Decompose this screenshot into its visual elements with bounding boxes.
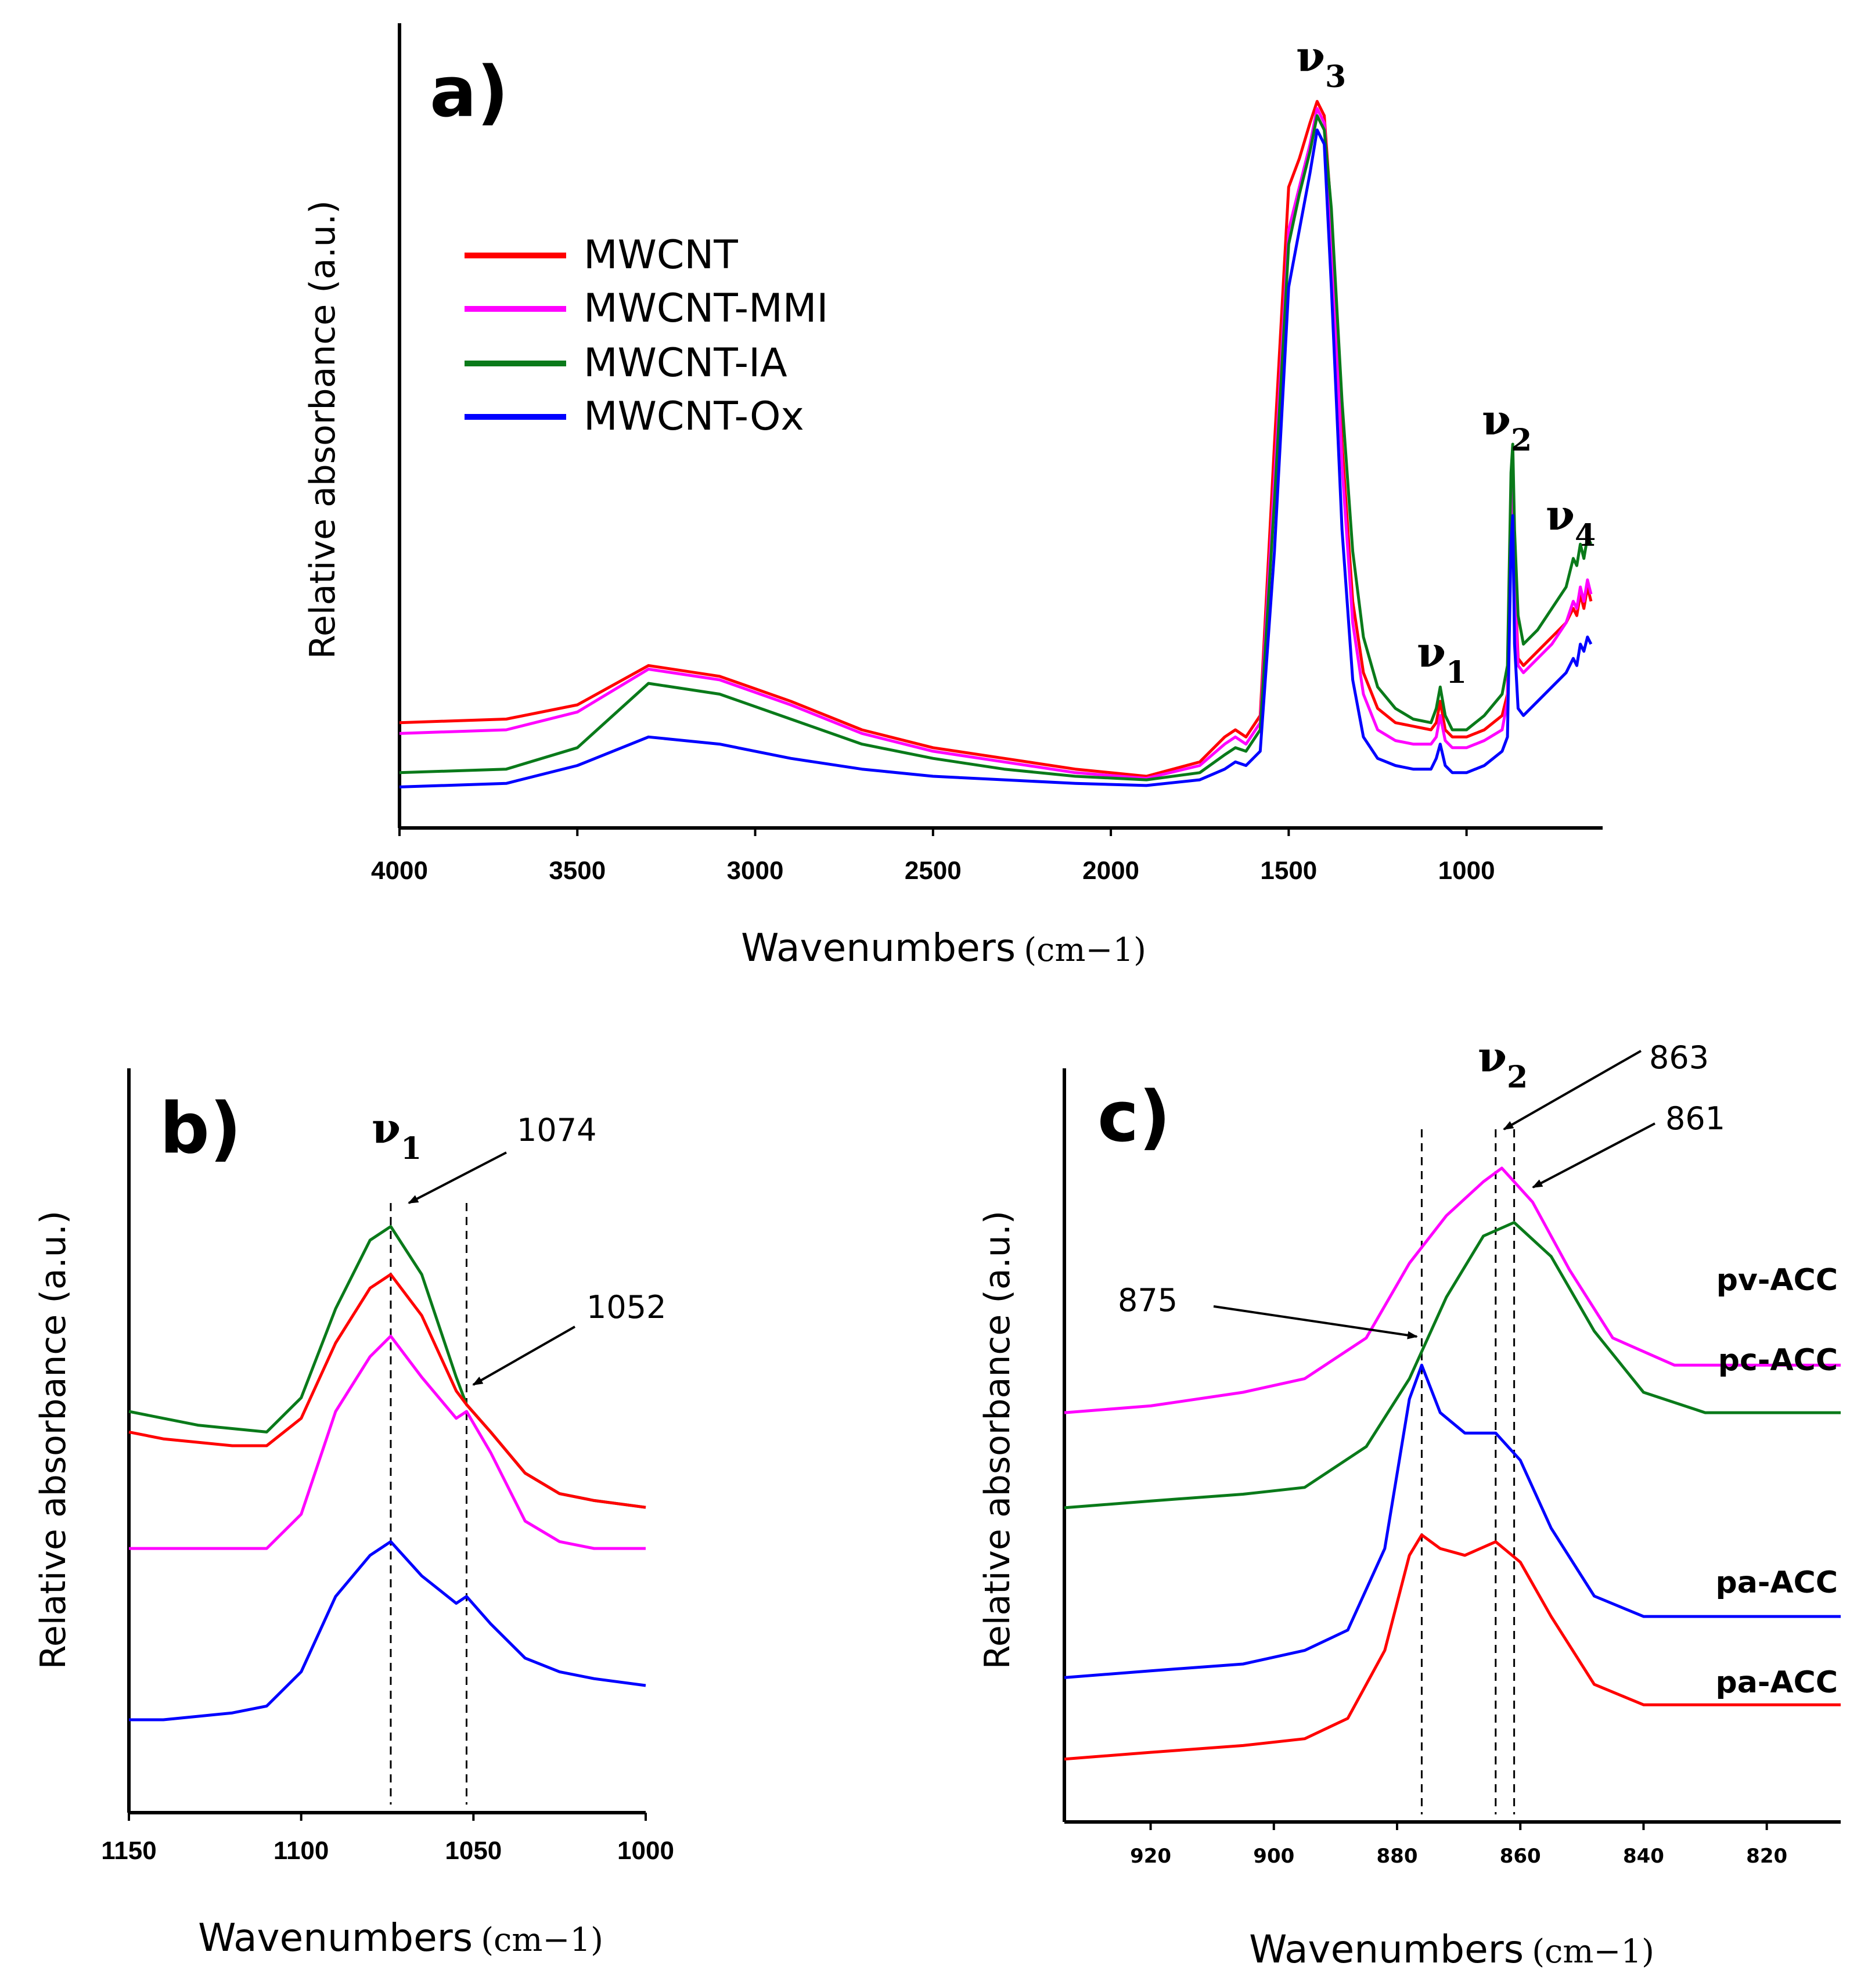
series-line-mwcnt-ia — [129, 1226, 646, 1507]
arrow-1074 — [409, 1153, 506, 1203]
series-label-pc-acc: pc-ACC — [1718, 1343, 1838, 1378]
panel-a-y-label: Relative absorbance (a.u.) — [303, 200, 343, 659]
panel-c-label: c) — [1097, 1077, 1171, 1158]
panel-b-series — [129, 1226, 646, 1720]
arrow-861 — [1533, 1123, 1655, 1187]
peak-label-v3: ν3 — [1296, 31, 1346, 95]
x-tick-label: 1150 — [101, 1836, 156, 1865]
panel-c: 920 900 880 860 840 820 c) ν2 863 861 875 pv-… — [977, 1032, 1841, 1972]
annotation-863: 863 — [1649, 1039, 1709, 1076]
annotation-861: 861 — [1665, 1100, 1725, 1137]
x-tick-label: 1050 — [445, 1836, 502, 1865]
annotation-1052: 1052 — [586, 1289, 666, 1326]
panel-a-series — [399, 102, 1591, 787]
panel-c-y-label: Relative absorbance (a.u.) — [977, 1211, 1018, 1669]
panel-a-x-ticks: 4000 3500 3000 2500 2000 1500 1000 — [371, 828, 1495, 885]
x-tick-label: 3000 — [727, 856, 784, 885]
series-label-pa-acc-red: pa-ACC — [1716, 1665, 1838, 1700]
arrow-1052 — [473, 1327, 575, 1385]
panel-a-x-label: Wavenumbers (cm−1) — [741, 925, 1146, 970]
legend-label-mwcnt-mmi: MWCNT-MMI — [584, 286, 828, 332]
x-tick-label: 900 — [1253, 1845, 1294, 1868]
x-tick-label: 1000 — [1438, 856, 1495, 885]
x-tick-label: 860 — [1500, 1845, 1541, 1868]
panel-b-x-ticks: 1150 1100 1050 1000 — [101, 1813, 674, 1865]
panel-b-peak-label: ν1 — [372, 1103, 422, 1166]
panel-b-y-label: Relative absorbance (a.u.) — [33, 1211, 74, 1669]
x-tick-label: 1500 — [1260, 856, 1317, 885]
panel-c-peak-label: ν2 — [1478, 1032, 1528, 1095]
series-line-mwcnt-ox — [399, 130, 1591, 787]
series-line-mwcnt — [399, 102, 1591, 776]
series-line-mwcnt-mmi — [399, 109, 1591, 779]
annotation-1074: 1074 — [517, 1112, 596, 1148]
x-tick-label: 4000 — [371, 856, 428, 885]
series-label-pv-acc: pv-ACC — [1716, 1263, 1838, 1298]
x-tick-label: 2000 — [1082, 856, 1139, 885]
peak-label-v1: ν1 — [1417, 627, 1467, 690]
x-tick-label: 1000 — [617, 1836, 674, 1865]
arrow-875 — [1214, 1306, 1417, 1337]
x-tick-label: 920 — [1130, 1845, 1171, 1868]
x-tick-label: 2500 — [905, 856, 962, 885]
panel-a-label: a) — [430, 52, 509, 133]
x-tick-label: 840 — [1623, 1845, 1664, 1868]
panel-b-label: b) — [160, 1089, 242, 1169]
legend-label-mwcnt: MWCNT — [584, 232, 738, 278]
series-line-mwcnt-ia — [399, 116, 1591, 780]
figure: 4000 3500 3000 2500 2000 1500 1000 a) MWCNT MW… — [0, 0, 1868, 1988]
peak-label-v4: ν4 — [1546, 490, 1596, 553]
annotation-875: 875 — [1118, 1282, 1178, 1319]
series-label-pa-acc-blue: pa-ACC — [1716, 1565, 1838, 1600]
panel-c-reference-lines — [1421, 1129, 1514, 1814]
panel-b: 1150 1100 1050 1000 b) ν1 1074 1052 Relativ… — [33, 1068, 674, 1960]
panel-a-legend: MWCNT MWCNT-MMI MWCNT-IA MWCNT-Ox — [465, 232, 828, 440]
peak-label-v2: ν2 — [1482, 395, 1532, 458]
series-line-mwcnt-ox — [129, 1542, 646, 1720]
panel-b-x-label: Wavenumbers (cm−1) — [198, 1915, 603, 1960]
x-tick-label: 820 — [1746, 1845, 1787, 1868]
panel-c-x-ticks: 920 900 880 860 840 820 — [1130, 1822, 1787, 1868]
series-line-mwcnt — [129, 1274, 646, 1507]
panel-c-x-label: Wavenumbers (cm−1) — [1249, 1927, 1654, 1972]
x-tick-label: 880 — [1377, 1845, 1418, 1868]
legend-label-mwcnt-ox: MWCNT-Ox — [584, 394, 804, 440]
panel-a: 4000 3500 3000 2500 2000 1500 1000 a) MWCNT MW… — [303, 23, 1603, 970]
legend-label-mwcnt-ia: MWCNT-IA — [584, 340, 787, 386]
x-tick-label: 3500 — [549, 856, 606, 885]
x-tick-label: 1100 — [273, 1836, 329, 1865]
